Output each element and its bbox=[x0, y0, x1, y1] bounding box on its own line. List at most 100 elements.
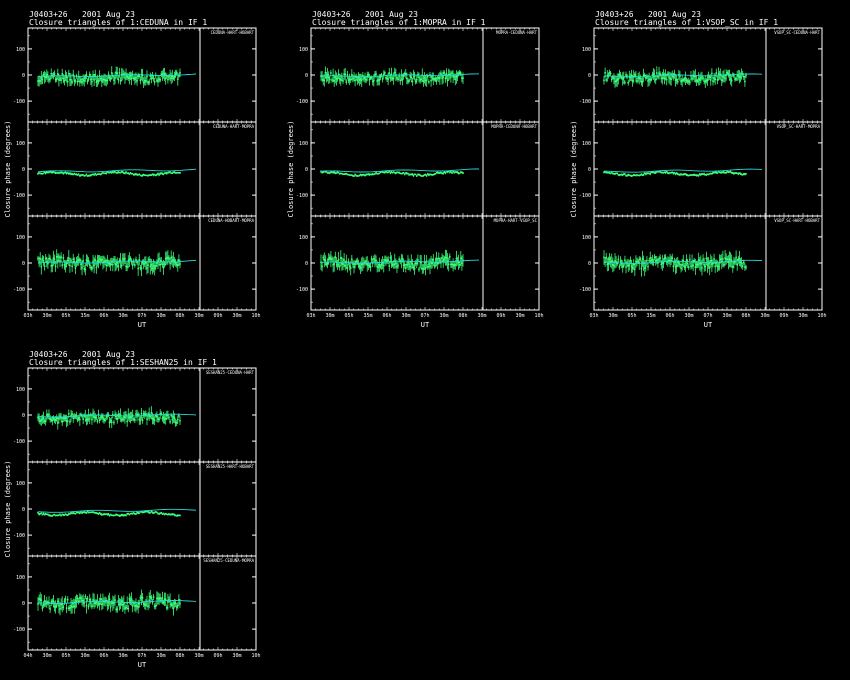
phase-point bbox=[174, 261, 177, 264]
phase-point bbox=[69, 264, 71, 267]
phase-point bbox=[72, 602, 75, 605]
phase-point bbox=[160, 73, 163, 75]
phase-point bbox=[130, 172, 133, 175]
phase-point bbox=[676, 80, 679, 83]
phase-point bbox=[139, 419, 142, 422]
phase-point bbox=[426, 173, 429, 175]
phase-point bbox=[167, 256, 169, 259]
phase-point bbox=[707, 262, 710, 264]
phase-point bbox=[669, 171, 671, 174]
phase-point bbox=[698, 262, 701, 265]
phase-point bbox=[84, 268, 87, 271]
phase-point bbox=[61, 171, 64, 174]
phase-point bbox=[640, 267, 643, 270]
phase-point bbox=[96, 173, 99, 175]
phase-point bbox=[651, 171, 654, 174]
phase-point bbox=[715, 72, 718, 74]
phase-point bbox=[702, 258, 704, 261]
phase-point bbox=[105, 600, 108, 602]
phase-point bbox=[354, 79, 356, 82]
phase-point bbox=[134, 419, 136, 421]
phase-point bbox=[93, 264, 95, 267]
phase-point bbox=[102, 513, 104, 516]
phase-point bbox=[75, 600, 78, 602]
phase-point bbox=[174, 602, 177, 604]
phase-point bbox=[711, 72, 713, 75]
phase-point bbox=[695, 80, 698, 82]
phase-point bbox=[647, 172, 649, 175]
phase-point bbox=[701, 267, 703, 269]
phase-point bbox=[42, 172, 45, 175]
phase-point bbox=[453, 171, 455, 174]
phase-point bbox=[152, 596, 155, 598]
phase-point bbox=[650, 78, 653, 81]
phase-point bbox=[151, 511, 154, 514]
phase-point bbox=[146, 75, 148, 78]
phase-point bbox=[441, 257, 443, 259]
phase-point bbox=[50, 418, 53, 421]
phase-point bbox=[392, 171, 395, 173]
phase-point bbox=[141, 597, 144, 599]
phase-point bbox=[125, 171, 127, 173]
phase-point bbox=[442, 172, 444, 175]
phase-point bbox=[641, 174, 644, 176]
phase-point bbox=[73, 260, 76, 263]
phase-point bbox=[68, 513, 70, 515]
phase-point bbox=[106, 171, 109, 173]
phase-point bbox=[401, 172, 404, 175]
phase-point bbox=[162, 512, 165, 515]
phase-point bbox=[615, 172, 617, 175]
phase-point bbox=[616, 79, 619, 81]
phase-point bbox=[173, 260, 176, 263]
phase-point bbox=[635, 260, 637, 263]
phase-point bbox=[64, 598, 67, 601]
phase-point bbox=[95, 266, 98, 269]
phase-point bbox=[62, 417, 65, 419]
phase-point bbox=[623, 76, 625, 79]
phase-point bbox=[320, 261, 322, 264]
phase-point bbox=[663, 171, 666, 173]
phase-point bbox=[137, 174, 139, 176]
phase-point bbox=[175, 606, 178, 608]
x-tick-label: 09h bbox=[213, 653, 222, 659]
phase-point bbox=[129, 416, 132, 419]
phase-point bbox=[128, 77, 131, 79]
phase-point bbox=[446, 260, 449, 263]
phase-point bbox=[323, 259, 326, 261]
phase-point bbox=[51, 515, 54, 517]
phase-point bbox=[643, 267, 646, 269]
phase-point bbox=[66, 514, 69, 516]
phase-point bbox=[412, 174, 415, 177]
phase-point bbox=[634, 268, 636, 271]
phase-point bbox=[37, 80, 39, 82]
phase-point bbox=[164, 512, 167, 515]
phase-point bbox=[64, 417, 67, 420]
phase-point bbox=[360, 174, 363, 177]
phase-point bbox=[433, 78, 436, 81]
phase-point bbox=[42, 512, 45, 515]
phase-point bbox=[713, 77, 715, 79]
phase-point bbox=[173, 514, 176, 516]
phase-point bbox=[119, 514, 122, 517]
phase-point bbox=[58, 604, 60, 607]
phase-point bbox=[121, 418, 124, 421]
phase-point bbox=[74, 512, 77, 515]
phase-point bbox=[443, 72, 446, 74]
phase-point bbox=[39, 598, 42, 600]
phase-point bbox=[130, 77, 133, 80]
phase-point bbox=[726, 258, 729, 261]
phase-point bbox=[77, 417, 80, 419]
phase-point bbox=[378, 172, 381, 175]
phase-point bbox=[126, 266, 128, 268]
phase-point bbox=[376, 173, 378, 175]
phase-point bbox=[162, 601, 165, 604]
phase-point bbox=[336, 77, 339, 80]
phase-point bbox=[351, 174, 353, 176]
phase-point bbox=[682, 79, 685, 81]
phase-point bbox=[658, 72, 660, 75]
phase-point bbox=[149, 265, 152, 268]
phase-point bbox=[99, 598, 102, 600]
phase-point bbox=[157, 80, 159, 83]
phase-point bbox=[62, 257, 65, 259]
phase-point bbox=[711, 263, 713, 265]
